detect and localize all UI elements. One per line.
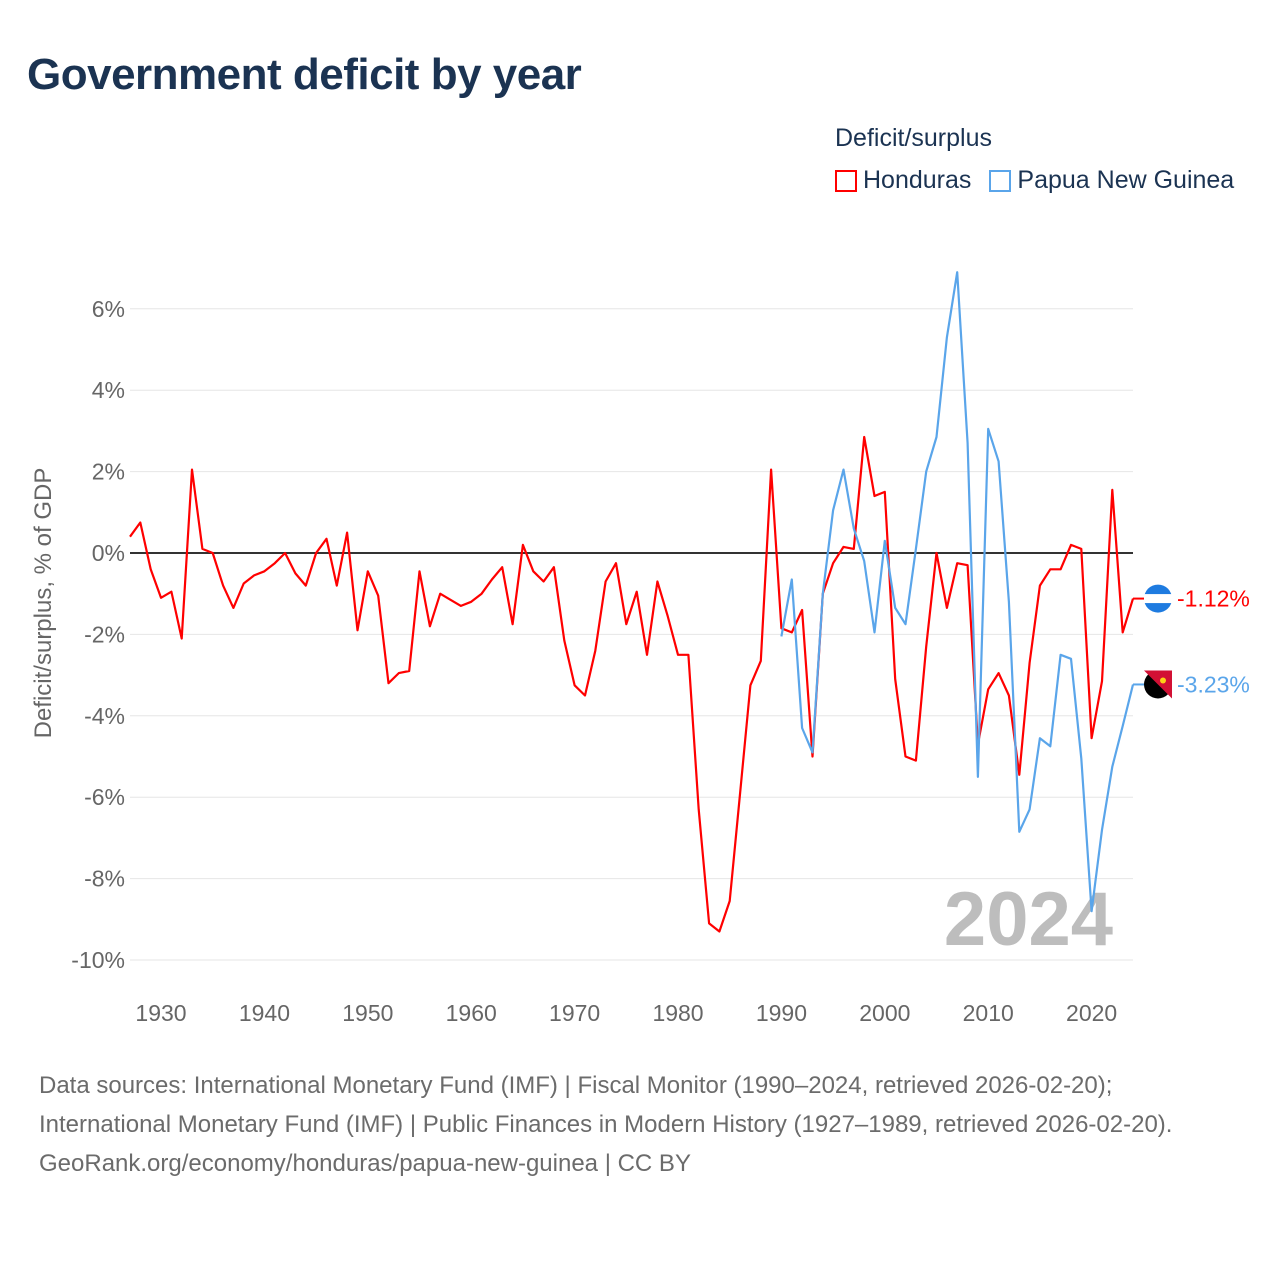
legend-label: Papua New Guinea xyxy=(1017,166,1235,194)
series-line-honduras xyxy=(129,435,1135,933)
year-watermark: 2024 xyxy=(944,877,1113,962)
x-tick-label: 1990 xyxy=(756,1000,807,1026)
footer: Data sources: International Monetary Fun… xyxy=(39,1066,1239,1183)
x-tick-label: 2000 xyxy=(859,1000,910,1026)
flag-red-half xyxy=(1144,670,1172,699)
x-tick-label: 1930 xyxy=(135,1000,186,1026)
y-tick-label: 6% xyxy=(92,296,125,322)
y-tick-label: -10% xyxy=(71,947,125,973)
x-tick-label: 2020 xyxy=(1066,1000,1117,1026)
credit-link[interactable]: GeoRank.org/economy/honduras/papua-new-g… xyxy=(39,1150,691,1177)
legend-swatch-papua-new-guinea xyxy=(989,169,1012,192)
line-chart: 6% 4% 2% 0% -2% -4% -6% -8% -10% 1930 1940 1950 196… xyxy=(30,271,1250,1026)
legend-label: Honduras xyxy=(863,166,972,194)
x-tick-label: 1940 xyxy=(239,1000,290,1026)
y-tick-label: 0% xyxy=(92,540,125,566)
x-tick-label: 1970 xyxy=(549,1000,600,1026)
papua-new-guinea-flag-icon xyxy=(1144,670,1172,699)
honduras-flag-icon xyxy=(1144,584,1172,613)
x-tick-label: 1960 xyxy=(446,1000,497,1026)
end-value-label: -1.12% xyxy=(1177,586,1250,612)
legend-item-honduras[interactable]: Honduras xyxy=(835,166,971,195)
y-tick-label: 4% xyxy=(92,377,125,403)
series-lines xyxy=(129,271,1135,933)
legend-swatch-honduras xyxy=(835,169,857,192)
y-tick-label: -8% xyxy=(84,866,125,892)
flag-stripe xyxy=(1144,594,1172,604)
x-tick-label: 1980 xyxy=(652,1000,703,1026)
legend: Honduras Papua New Guinea xyxy=(835,166,1234,195)
end-value-label: -3.23% xyxy=(1177,671,1250,697)
y-tick-label: 2% xyxy=(92,459,125,485)
y-tick-label: -2% xyxy=(84,621,125,647)
y-axis-ticks: 6% 4% 2% 0% -2% -4% -6% -8% -10% xyxy=(71,296,125,973)
legend-item-papua-new-guinea[interactable]: Papua New Guinea xyxy=(989,166,1234,195)
series-line-papua-new-guinea xyxy=(780,271,1135,913)
data-sources: Data sources: International Monetary Fun… xyxy=(39,1072,1173,1138)
y-tick-label: -4% xyxy=(84,703,125,729)
x-tick-label: 2010 xyxy=(963,1000,1014,1026)
x-axis-ticks: 1930 1940 1950 1960 1970 1980 1990 2000 2010 2020 xyxy=(135,1000,1117,1026)
legend-title: Deficit/surplus xyxy=(835,124,992,152)
chart-title: Government deficit by year xyxy=(27,50,582,99)
y-tick-label: -6% xyxy=(84,784,125,810)
flag-bird xyxy=(1160,677,1166,684)
y-axis-label: Deficit/surplus, % of GDP xyxy=(30,468,57,739)
end-labels: -1.12% -3.23% xyxy=(1133,584,1250,699)
x-tick-label: 1950 xyxy=(342,1000,393,1026)
